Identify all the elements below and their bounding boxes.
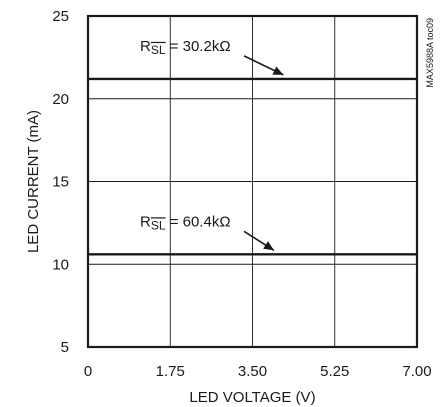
series-annotations: RSL = 30.2kΩ RSL = 60.4kΩ [140, 38, 284, 251]
annotation-arrow-head [263, 241, 274, 251]
y-axis-label: LED CURRENT (mA) [25, 110, 42, 253]
series-annotation-label: RSL = 60.4kΩ [140, 213, 231, 232]
y-tick-labels: 5 10 15 20 25 [52, 8, 69, 356]
series-annotation-label: RSL = 30.2kΩ [140, 38, 231, 57]
grid [88, 16, 417, 347]
y-tick-label: 15 [52, 174, 69, 191]
x-axis-label: LED VOLTAGE (V) [189, 389, 315, 406]
series-lines [88, 77, 417, 256]
y-tick-label: 20 [52, 91, 69, 108]
annotation-arrow-head [272, 66, 284, 75]
y-tick-label: 10 [52, 256, 69, 273]
y-tick-label: 25 [52, 8, 69, 25]
x-tick-label: 7.00 [402, 363, 431, 380]
watermark-label: MAX5988A toc09 [425, 18, 435, 88]
x-tick-labels: 0 1.75 3.50 5.25 7.00 [84, 363, 432, 380]
x-tick-label: 1.75 [156, 363, 185, 380]
y-tick-label: 5 [61, 339, 69, 356]
x-tick-label: 5.25 [320, 363, 349, 380]
x-tick-label: 0 [84, 363, 92, 380]
x-tick-label: 3.50 [238, 363, 267, 380]
plot-frame [86, 14, 419, 349]
